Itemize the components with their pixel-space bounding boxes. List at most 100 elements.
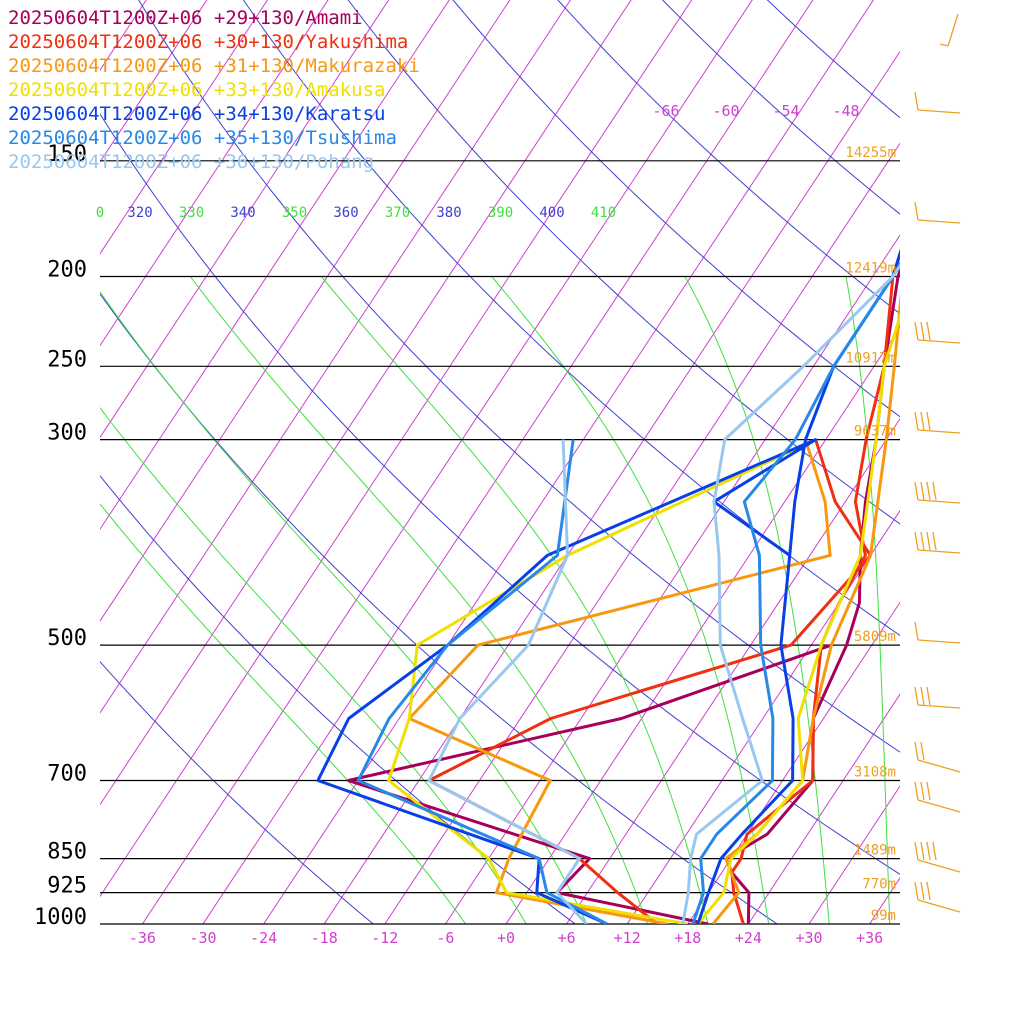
temperature-tick-label: +6: [558, 929, 576, 947]
temperature-tick-label: +36: [856, 929, 883, 947]
pressure-label: 500: [47, 626, 87, 651]
dry-adiabat-line: [557, 0, 900, 315]
dry-adiabat-line: [100, 293, 778, 924]
temperature-tick-label: +30: [795, 929, 822, 947]
isotherm-line: [444, 234, 900, 924]
temperature-tick-label: -6: [436, 929, 454, 947]
wind-barb-icon: [914, 321, 961, 344]
isotherm-line: [100, 0, 390, 439]
wind-barb-icon: [914, 881, 961, 913]
series-karatsu-temperature-line: [696, 248, 900, 924]
isotherm-line: [100, 0, 450, 531]
isotherm-line: [202, 0, 814, 924]
wind-barb-icon: [914, 686, 961, 709]
theta-label: 390: [488, 205, 513, 221]
isotherm-line: [991, 0, 1024, 924]
dry-adiabat-line: [661, 0, 900, 215]
theta-label: 0: [96, 205, 104, 221]
isotherm-line: [323, 50, 900, 924]
pressure-label: 100: [47, 0, 87, 4]
isotherm-line: [100, 0, 632, 806]
height-label: 3108m: [854, 765, 896, 781]
theta-label: 410: [591, 205, 616, 221]
series-pohang-temperature-line: [681, 263, 900, 924]
isotherm-line: [869, 877, 900, 924]
series-pohang-dewpoint-line: [427, 439, 588, 924]
legend-entry: 20250604T1200Z+06 +34+130/Karatsu: [8, 103, 386, 125]
moist-adiabat-line: [684, 276, 830, 924]
temperature-tick-label: -30: [189, 929, 216, 947]
wind-barb-icon: [914, 841, 961, 873]
pressure-label: 200: [47, 258, 87, 283]
legend-entry: 20250604T1200Z+06 +29+130/Amami: [8, 7, 363, 29]
height-label: 9637m: [854, 424, 896, 440]
moist-adiabat-line: [100, 406, 527, 924]
series-tsushima-temperature-line: [691, 261, 900, 924]
moist-adiabat-line: [100, 503, 467, 924]
background-grid: [100, 0, 1024, 924]
height-label: 1489m: [854, 843, 896, 859]
dry-adiabat-line: [100, 660, 374, 924]
legend: 20250604T1200Z+06 +29+130/Amami20250604T…: [8, 7, 420, 173]
wind-barb-icon: [914, 741, 961, 773]
height-label: 5809m: [854, 629, 896, 645]
height-label: 99m: [871, 908, 896, 924]
theta-label: 330: [179, 205, 204, 221]
legend-entry: 20250604T1200Z+06 +36+130/Pohang: [8, 151, 374, 173]
isotherm-line: [100, 0, 693, 898]
theta-label: 380: [436, 205, 461, 221]
isotherm-line: [384, 142, 900, 924]
sounding-traces: [316, 248, 900, 924]
temperature-tick-label: -12: [371, 929, 398, 947]
legend-entry: 20250604T1200Z+06 +33+130/Amakusa: [8, 79, 386, 101]
wind-barb-icon: [914, 621, 961, 644]
isotherm-line: [141, 0, 753, 924]
wind-barb-icon: [939, 13, 959, 47]
isotherm-line: [505, 326, 900, 924]
temperature-tick-label: +12: [614, 929, 641, 947]
dry-adiabat-line: [347, 0, 900, 525]
dry-adiabat-line: [100, 113, 900, 875]
upper-temperature-label: -60: [712, 102, 739, 120]
pressure-label: 150: [47, 142, 87, 167]
dry-adiabat-line: [138, 0, 900, 753]
moist-adiabat-line: [189, 276, 648, 924]
legend-entry: 20250604T1200Z+06 +31+130/Makurazaki: [8, 55, 420, 77]
isobars: [100, 160, 900, 925]
temperature-tick-label: -24: [250, 929, 277, 947]
pressure-label: 250: [47, 347, 87, 372]
series-amakusa-temperature-line: [696, 312, 900, 924]
dry-adiabat-line: [452, 0, 900, 418]
pressure-label: 300: [47, 421, 87, 446]
pressure-label: 700: [47, 762, 87, 787]
isotherm-line: [808, 785, 900, 924]
upper-temperature-label: -48: [832, 102, 859, 120]
isotherm-line: [566, 417, 900, 924]
height-label: 10917m: [845, 350, 896, 366]
wind-barb-icon: [914, 201, 961, 224]
dry-adiabat-line: [100, 474, 576, 924]
pressure-label: 850: [47, 840, 87, 865]
moist-adiabat-line: [321, 276, 709, 924]
theta-label: 340: [230, 205, 255, 221]
legend-entry: 20250604T1200Z+06 +30+130/Yakushima: [8, 31, 408, 53]
isotherm-line: [687, 601, 900, 924]
series-karatsu-dewpoint-line: [316, 438, 818, 924]
temperature-tick-label: -36: [129, 929, 156, 947]
temperature-tick-label: +0: [497, 929, 515, 947]
axis-labels: 100 150 200 250 300 500 700 850 925 1000 -36 -30 -24…: [34, 0, 896, 947]
theta-label: 370: [385, 205, 410, 221]
wind-barb-icon: [914, 781, 961, 813]
moist-adiabat-line: [491, 276, 770, 924]
pressure-label: 1000: [34, 905, 87, 930]
series-yakushima-dewpoint-line: [427, 439, 872, 924]
height-label: 14255m: [845, 145, 896, 161]
upper-temperature-label: -66: [652, 102, 679, 120]
wind-barbs: [914, 13, 961, 913]
isotherm-line: [930, 0, 1024, 924]
height-label: 12419m: [845, 261, 896, 277]
theta-label: 350: [282, 205, 307, 221]
wind-barb-icon: [914, 531, 961, 554]
wind-barb-icon: [914, 91, 961, 114]
